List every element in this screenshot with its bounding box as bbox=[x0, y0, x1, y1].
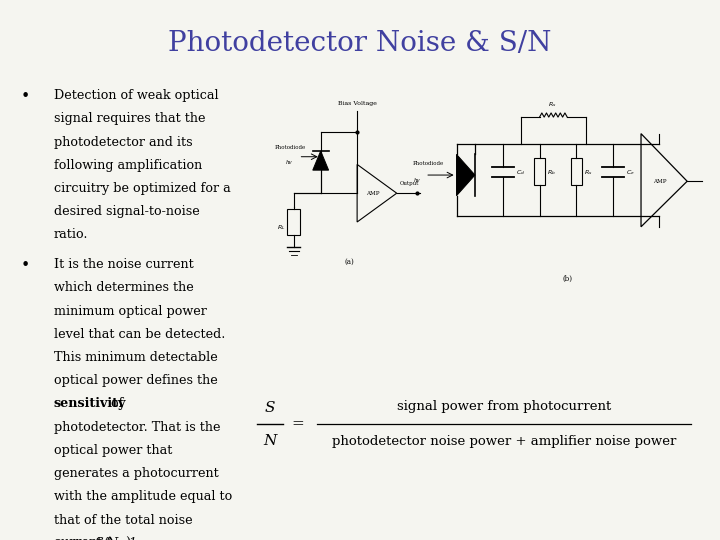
Text: $C_d$: $C_d$ bbox=[516, 168, 525, 178]
Text: $R_L$: $R_L$ bbox=[277, 224, 286, 232]
Text: Photodetector Noise & S/N: Photodetector Noise & S/N bbox=[168, 30, 552, 57]
Text: AMP: AMP bbox=[653, 179, 666, 184]
Text: •: • bbox=[20, 89, 30, 104]
Text: $C_e$: $C_e$ bbox=[626, 168, 635, 178]
Text: It is the noise current: It is the noise current bbox=[54, 258, 194, 271]
Text: optical power that: optical power that bbox=[54, 444, 172, 457]
Bar bbox=[571, 159, 582, 185]
Text: photodetector. That is the: photodetector. That is the bbox=[54, 421, 220, 434]
Text: which determines the: which determines the bbox=[54, 281, 194, 294]
Text: ratio.: ratio. bbox=[54, 228, 89, 241]
Text: of: of bbox=[107, 397, 123, 410]
Text: following amplification: following amplification bbox=[54, 159, 202, 172]
Text: level that can be detected.: level that can be detected. bbox=[54, 328, 225, 341]
Text: =: = bbox=[291, 417, 304, 431]
Text: hv: hv bbox=[414, 178, 420, 183]
Text: $R_s$: $R_s$ bbox=[584, 168, 593, 178]
Polygon shape bbox=[456, 154, 475, 195]
Text: •: • bbox=[20, 258, 30, 273]
Text: Detection of weak optical: Detection of weak optical bbox=[54, 89, 219, 102]
Text: generates a photocurrent: generates a photocurrent bbox=[54, 467, 219, 480]
Text: (a): (a) bbox=[344, 258, 354, 266]
Text: S: S bbox=[265, 401, 275, 415]
Text: Photodiode: Photodiode bbox=[413, 160, 444, 166]
Text: desired signal-to-noise: desired signal-to-noise bbox=[54, 205, 199, 218]
Text: Photodiode: Photodiode bbox=[275, 145, 306, 150]
Polygon shape bbox=[312, 151, 328, 170]
Text: minimum optical power: minimum optical power bbox=[54, 305, 207, 318]
Text: $R_s$: $R_s$ bbox=[548, 100, 557, 109]
Text: (b): (b) bbox=[562, 275, 572, 283]
Text: hv: hv bbox=[286, 160, 292, 165]
Text: Bias Voltage: Bias Voltage bbox=[338, 101, 377, 106]
Bar bbox=[534, 159, 545, 185]
Text: N: N bbox=[264, 434, 276, 448]
Text: This minimum detectable: This minimum detectable bbox=[54, 351, 217, 364]
Text: photodetector and its: photodetector and its bbox=[54, 136, 193, 148]
Text: that of the total noise: that of the total noise bbox=[54, 514, 193, 526]
Text: sensitivity: sensitivity bbox=[54, 397, 127, 410]
Text: signal power from photocurrent: signal power from photocurrent bbox=[397, 400, 611, 413]
Bar bbox=[287, 208, 300, 235]
Text: circuitry be optimized for a: circuitry be optimized for a bbox=[54, 182, 230, 195]
Text: optical power defines the: optical power defines the bbox=[54, 374, 217, 387]
Text: S/N=1: S/N=1 bbox=[95, 537, 138, 540]
Text: Output: Output bbox=[400, 180, 419, 186]
Text: signal requires that the: signal requires that the bbox=[54, 112, 205, 125]
Text: $R_b$: $R_b$ bbox=[547, 168, 556, 178]
Text: with the amplitude equal to: with the amplitude equal to bbox=[54, 490, 233, 503]
Text: current (: current ( bbox=[54, 537, 112, 540]
Text: ): ) bbox=[125, 537, 130, 540]
Text: AMP: AMP bbox=[366, 191, 379, 195]
Text: photodetector noise power + amplifier noise power: photodetector noise power + amplifier no… bbox=[332, 435, 676, 448]
